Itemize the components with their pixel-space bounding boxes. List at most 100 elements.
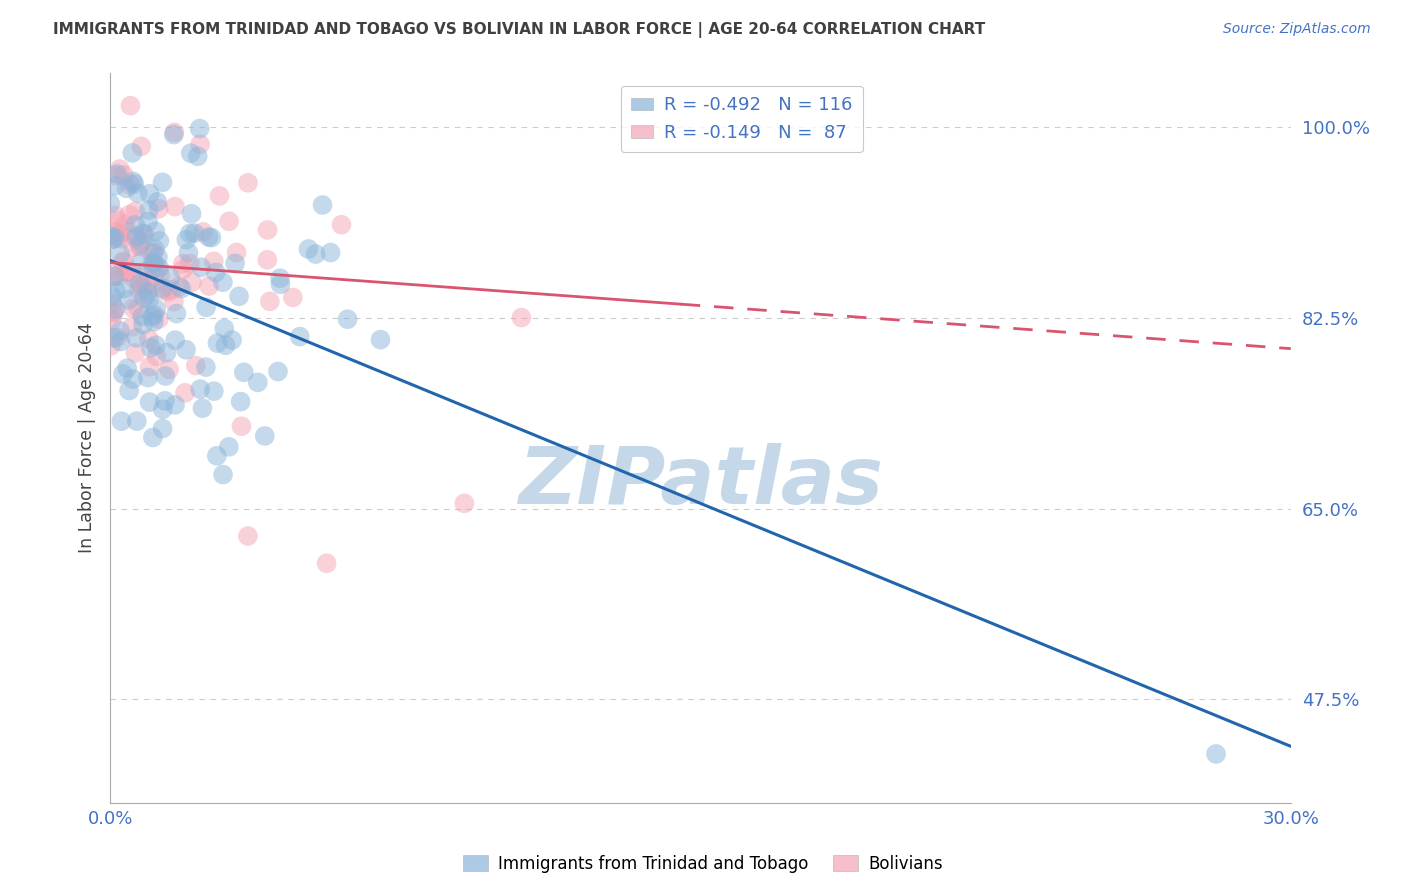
Legend: R = -0.492   N = 116, R = -0.149   N =  87: R = -0.492 N = 116, R = -0.149 N = 87 — [620, 86, 863, 153]
Point — [221, 333, 243, 347]
Point — [370, 333, 392, 347]
Point — [145, 338, 167, 352]
Point — [103, 305, 125, 319]
Point — [236, 529, 259, 543]
Legend: Immigrants from Trinidad and Tobago, Bolivians: Immigrants from Trinidad and Tobago, Bol… — [457, 848, 949, 880]
Point — [139, 245, 162, 260]
Point — [128, 239, 150, 253]
Point — [142, 246, 165, 260]
Point — [132, 227, 155, 241]
Point — [148, 260, 170, 275]
Point — [139, 341, 162, 355]
Point — [225, 245, 247, 260]
Point — [101, 232, 124, 246]
Point — [134, 291, 156, 305]
Point — [281, 290, 304, 304]
Point — [118, 293, 141, 307]
Point — [269, 277, 291, 292]
Point — [163, 200, 186, 214]
Point — [214, 338, 236, 352]
Point — [166, 307, 188, 321]
Point — [510, 310, 533, 325]
Point — [315, 556, 337, 570]
Point — [157, 285, 180, 299]
Point — [152, 281, 174, 295]
Point — [134, 274, 156, 288]
Point — [115, 361, 138, 376]
Point — [138, 202, 160, 217]
Point — [187, 149, 209, 163]
Point — [224, 256, 246, 270]
Point — [122, 372, 145, 386]
Point — [205, 449, 228, 463]
Point — [204, 265, 226, 279]
Point — [141, 310, 163, 324]
Point — [297, 242, 319, 256]
Point — [232, 365, 254, 379]
Point — [111, 367, 134, 381]
Point — [179, 227, 201, 241]
Point — [145, 301, 167, 316]
Point — [146, 194, 169, 209]
Point — [138, 293, 160, 307]
Point — [122, 240, 145, 254]
Point — [188, 382, 211, 396]
Point — [288, 329, 311, 343]
Point — [167, 279, 190, 293]
Point — [131, 281, 153, 295]
Point — [121, 266, 143, 280]
Point — [107, 330, 129, 344]
Point — [138, 359, 160, 374]
Point — [188, 121, 211, 136]
Point — [207, 336, 229, 351]
Point — [136, 273, 159, 287]
Point — [131, 310, 153, 324]
Point — [148, 234, 170, 248]
Point — [131, 139, 153, 153]
Point — [108, 162, 131, 177]
Point — [101, 269, 124, 284]
Point — [184, 359, 207, 373]
Point — [125, 414, 148, 428]
Point — [246, 376, 269, 390]
Point — [129, 277, 152, 291]
Point — [127, 186, 149, 201]
Point — [269, 271, 291, 285]
Point — [200, 230, 222, 244]
Point — [311, 198, 333, 212]
Point — [228, 289, 250, 303]
Point — [138, 186, 160, 201]
Point — [143, 276, 166, 290]
Point — [218, 440, 240, 454]
Point — [112, 255, 135, 269]
Point — [152, 175, 174, 189]
Point — [229, 394, 252, 409]
Point — [453, 496, 475, 510]
Point — [176, 233, 198, 247]
Point — [104, 302, 127, 317]
Point — [256, 223, 278, 237]
Point — [214, 321, 236, 335]
Point — [1205, 747, 1227, 761]
Point — [202, 254, 225, 268]
Point — [118, 178, 141, 192]
Point — [115, 181, 138, 195]
Point — [125, 230, 148, 244]
Point — [163, 128, 186, 142]
Point — [108, 227, 131, 241]
Point — [174, 385, 197, 400]
Point — [134, 227, 156, 242]
Point — [165, 333, 187, 347]
Point — [160, 283, 183, 297]
Point — [146, 250, 169, 264]
Point — [117, 264, 139, 278]
Point — [104, 208, 127, 222]
Point — [105, 269, 128, 284]
Point — [120, 98, 142, 112]
Point — [138, 332, 160, 346]
Point — [122, 177, 145, 191]
Point — [174, 343, 197, 357]
Point — [124, 204, 146, 219]
Point — [101, 289, 124, 303]
Point — [143, 256, 166, 270]
